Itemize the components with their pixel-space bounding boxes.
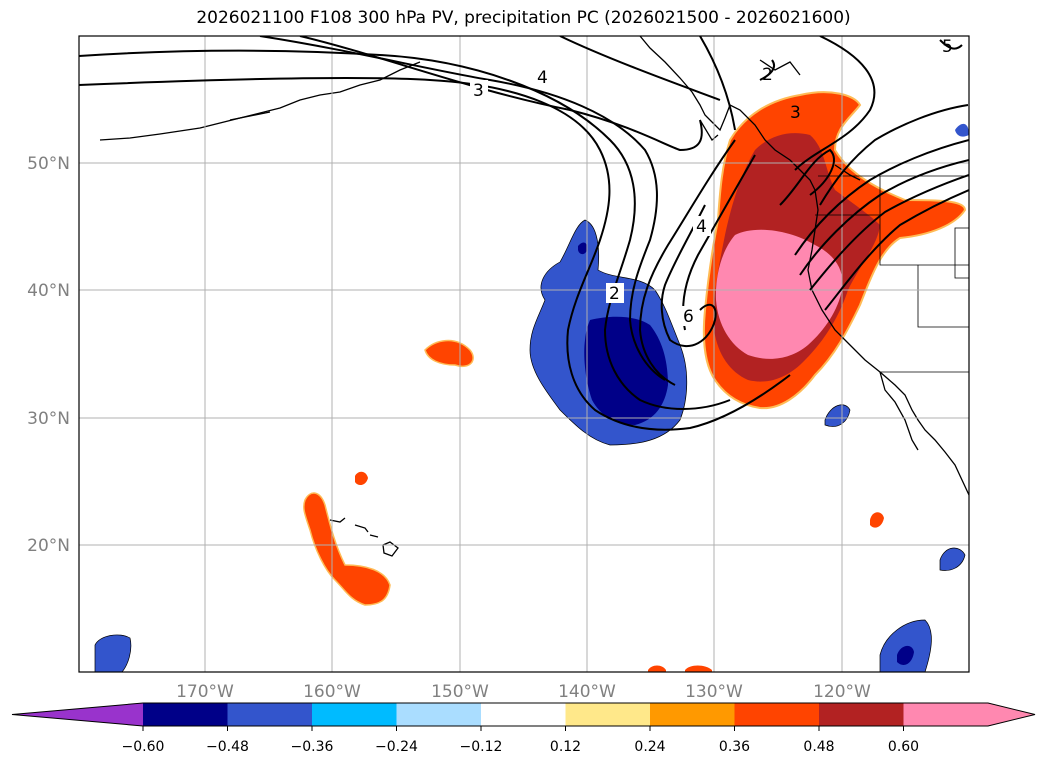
colorbar-tick-label: 0.12: [550, 739, 581, 755]
map-title: 2026021100 F108 300 hPa PV, precipitatio…: [196, 8, 851, 28]
colorbar-segment: [481, 703, 566, 726]
lon-label: 170°W: [176, 682, 234, 702]
colorbar-segment: [650, 703, 735, 726]
pv-label: 4: [696, 217, 707, 237]
lat-label: 50°N: [27, 154, 70, 174]
negative-precip-anomaly: [94, 123, 969, 672]
colorbar-ticks: −0.60 −0.48 −0.36 −0.24 −0.12 0.12 0.24 0.36 0.4…: [122, 726, 919, 755]
colorbar-tick-label: −0.12: [460, 739, 503, 755]
colorbar-tick-label: −0.48: [206, 739, 249, 755]
lon-label: 130°W: [685, 682, 743, 702]
lat-label: 40°N: [27, 281, 70, 301]
gridlines: [79, 36, 969, 672]
colorbar-tick-label: 0.24: [634, 739, 665, 755]
colorbar-segment: [396, 703, 482, 726]
colorbar-tick-label: 0.36: [719, 739, 750, 755]
lat-label: 20°N: [27, 536, 70, 556]
colorbar-extend-low: [12, 703, 143, 726]
pv-label: 4: [537, 68, 548, 88]
lon-label: 140°W: [558, 682, 616, 702]
colorbar: [11, 702, 1036, 727]
pv-label: 2: [609, 284, 620, 304]
colorbar-segment: [143, 703, 228, 726]
pv-label: 6: [683, 307, 694, 327]
colorbar-tick-label: −0.60: [122, 739, 165, 755]
pv-label: 5: [942, 37, 953, 57]
pv-label: 3: [790, 103, 801, 123]
colorbar-extend-high: [988, 703, 1035, 726]
political-borders: [815, 175, 969, 373]
colorbar-segment: [819, 703, 904, 726]
colorbar-segment: [734, 703, 820, 726]
colorbar-tick-label: −0.24: [375, 739, 418, 755]
map-area: 3 4 2 4 6 2 3 5: [79, 36, 969, 672]
pv-label: 2: [762, 65, 773, 85]
colorbar-tick-label: 0.60: [888, 739, 919, 755]
colorbar-tick-label: −0.36: [291, 739, 334, 755]
lat-label: 30°N: [27, 409, 70, 429]
lon-label: 150°W: [431, 682, 489, 702]
pv-label: 3: [473, 81, 484, 101]
lon-label: 160°W: [303, 682, 361, 702]
colorbar-segment: [903, 703, 989, 726]
colorbar-tick-label: 0.48: [803, 739, 834, 755]
lon-label: 120°W: [813, 682, 871, 702]
positive-precip-anomaly: [303, 91, 967, 672]
colorbar-segment: [312, 703, 397, 726]
colorbar-segment: [565, 703, 651, 726]
pv-contours: [79, 36, 969, 431]
longitude-labels: 170°W 160°W 150°W 140°W 130°W 120°W: [176, 682, 871, 702]
map-frame: [78, 35, 970, 673]
latitude-labels: 50°N 40°N 30°N 20°N: [27, 154, 70, 556]
pv-contour-labels: 3 4 2 4 6 2 3 5: [470, 37, 953, 327]
colorbar-segment: [227, 703, 313, 726]
